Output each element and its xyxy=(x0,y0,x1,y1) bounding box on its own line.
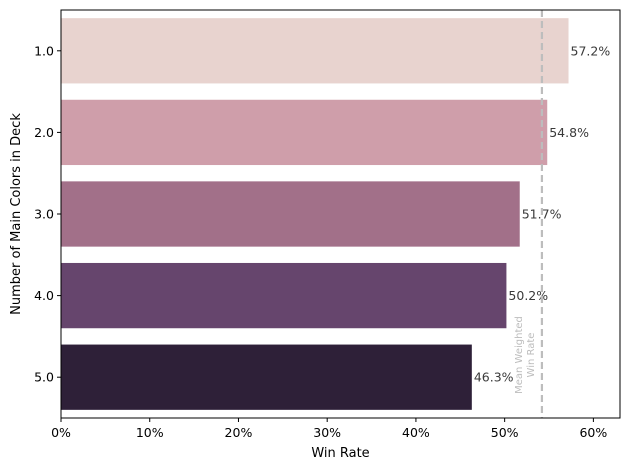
x-tick-label: 60% xyxy=(579,425,607,440)
reference-line-label-1: Mean Weighted xyxy=(514,316,525,394)
y-axis-label: Number of Main Colors in Deck xyxy=(9,113,24,315)
y-tick-label: 4.0 xyxy=(34,288,54,303)
bar-2 xyxy=(61,99,548,166)
y-tick-label: 1.0 xyxy=(34,43,54,58)
y-tick-label: 3.0 xyxy=(34,207,54,222)
x-tick-label: 0% xyxy=(51,425,71,440)
bar-value-label: 54.8% xyxy=(549,125,589,140)
x-tick-label: 30% xyxy=(313,425,341,440)
x-tick-label: 10% xyxy=(136,425,164,440)
bar-5 xyxy=(61,344,472,410)
reference-line-label-2: Win Rate xyxy=(526,333,537,378)
x-tick-label: 40% xyxy=(402,425,430,440)
x-tick-label: 20% xyxy=(225,425,253,440)
y-tick-label: 5.0 xyxy=(34,370,54,385)
bar-1 xyxy=(61,18,569,84)
bar-value-label: 46.3% xyxy=(474,370,514,385)
y-axis-ticks: 1.0 2.0 3.0 4.0 5.0 xyxy=(34,43,61,385)
bar-3 xyxy=(61,181,520,247)
reference-line-group: Mean Weighted Win Rate xyxy=(514,10,544,418)
bar-value-label: 57.2% xyxy=(571,43,611,58)
bar-4 xyxy=(61,262,507,329)
x-tick-label: 50% xyxy=(491,425,519,440)
bar-value-label: 50.2% xyxy=(508,288,548,303)
y-tick-label: 2.0 xyxy=(34,125,54,140)
x-axis-label: Win Rate xyxy=(311,446,369,461)
x-axis-ticks: 0% 10% 20% 30% 40% 50% 60% xyxy=(51,418,607,440)
